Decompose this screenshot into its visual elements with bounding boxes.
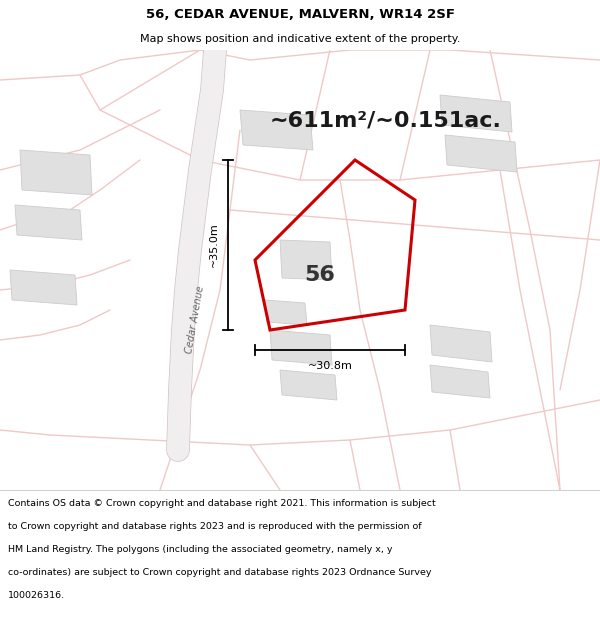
Polygon shape xyxy=(15,205,82,240)
Polygon shape xyxy=(10,270,77,305)
Text: 100026316.: 100026316. xyxy=(8,591,65,600)
Text: Contains OS data © Crown copyright and database right 2021. This information is : Contains OS data © Crown copyright and d… xyxy=(8,499,436,509)
Text: to Crown copyright and database rights 2023 and is reproduced with the permissio: to Crown copyright and database rights 2… xyxy=(8,522,421,531)
Polygon shape xyxy=(20,150,92,195)
Polygon shape xyxy=(280,240,332,280)
Polygon shape xyxy=(280,370,337,400)
Text: 56, CEDAR AVENUE, MALVERN, WR14 2SF: 56, CEDAR AVENUE, MALVERN, WR14 2SF xyxy=(146,8,455,21)
Polygon shape xyxy=(240,110,313,150)
Text: co-ordinates) are subject to Crown copyright and database rights 2023 Ordnance S: co-ordinates) are subject to Crown copyr… xyxy=(8,568,431,578)
Polygon shape xyxy=(270,330,332,365)
Polygon shape xyxy=(440,95,512,132)
Polygon shape xyxy=(445,135,517,172)
Polygon shape xyxy=(265,300,307,325)
Text: Map shows position and indicative extent of the property.: Map shows position and indicative extent… xyxy=(140,34,460,44)
Text: ~30.8m: ~30.8m xyxy=(308,361,352,371)
Text: ~35.0m: ~35.0m xyxy=(209,222,219,268)
Text: HM Land Registry. The polygons (including the associated geometry, namely x, y: HM Land Registry. The polygons (includin… xyxy=(8,546,392,554)
Text: Cedar Avenue: Cedar Avenue xyxy=(184,285,206,355)
Polygon shape xyxy=(430,325,492,362)
Text: ~611m²/~0.151ac.: ~611m²/~0.151ac. xyxy=(270,110,502,130)
Text: 56: 56 xyxy=(305,265,335,285)
Polygon shape xyxy=(430,365,490,398)
